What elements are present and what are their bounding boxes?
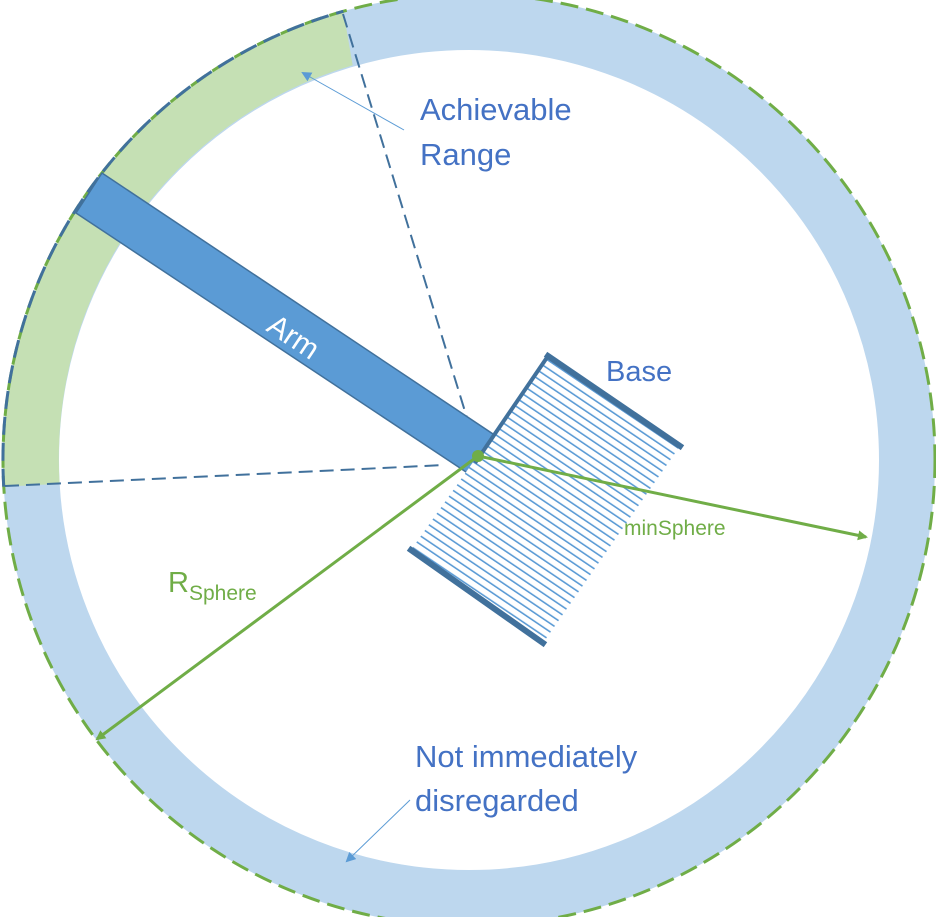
range-limit-line-upper (342, 13, 468, 419)
achievable-range-label-line2: Range (420, 137, 511, 172)
achievable-range-label-line1: Achievable (420, 92, 572, 127)
r-sphere-subscript: Sphere (189, 582, 257, 605)
achievable-range-pointer (301, 72, 405, 131)
min-sphere-label: minSphere (624, 517, 726, 540)
not-disregarded-label-line2: disregarded (415, 783, 579, 818)
r-sphere-label: RSphere (168, 567, 257, 605)
achievable-range-band (2, 11, 353, 487)
achievable-range-arc (1, 9, 344, 487)
min-sphere-vector (477, 454, 868, 541)
range-limit-line-lower (4, 464, 446, 487)
r-sphere-main: R (168, 567, 189, 599)
pivot-point (472, 450, 484, 462)
base-edge-bottom (406, 545, 548, 648)
base-edge-left (473, 354, 550, 465)
not-disregarded-pointer (345, 799, 411, 863)
base (411, 356, 680, 643)
not-disregarded-label-line1: Not immediately (415, 739, 638, 774)
base-edge-top (543, 351, 685, 451)
r-sphere-vector (95, 454, 479, 741)
base-label: Base (606, 356, 672, 388)
